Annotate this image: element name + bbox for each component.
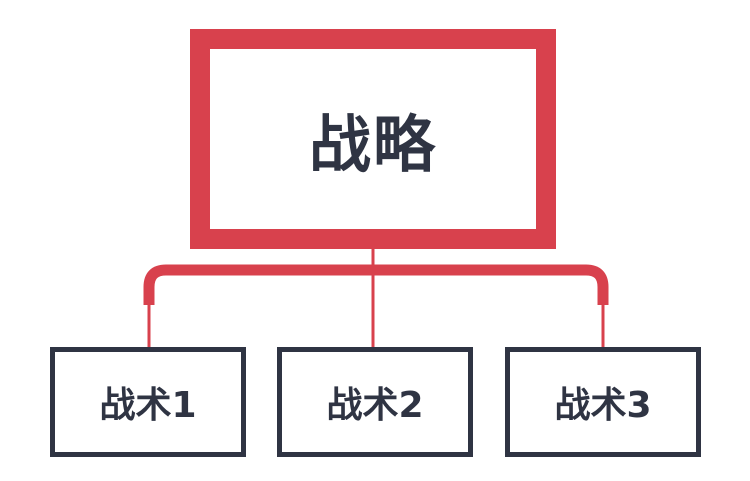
child-node-tactic-1: 战术1: [50, 347, 246, 457]
child-node-tactic-3: 战术3: [505, 347, 701, 457]
root-node-strategy: 战略: [190, 29, 556, 249]
child-node-tactic-2: 战术2: [277, 347, 473, 457]
child-node-label: 战术3: [554, 385, 652, 426]
child-node-label: 战术2: [326, 385, 424, 426]
child-node-label: 战术1: [99, 385, 197, 426]
root-node-label: 战略: [308, 108, 437, 181]
bracket-connector: [143, 264, 609, 305]
